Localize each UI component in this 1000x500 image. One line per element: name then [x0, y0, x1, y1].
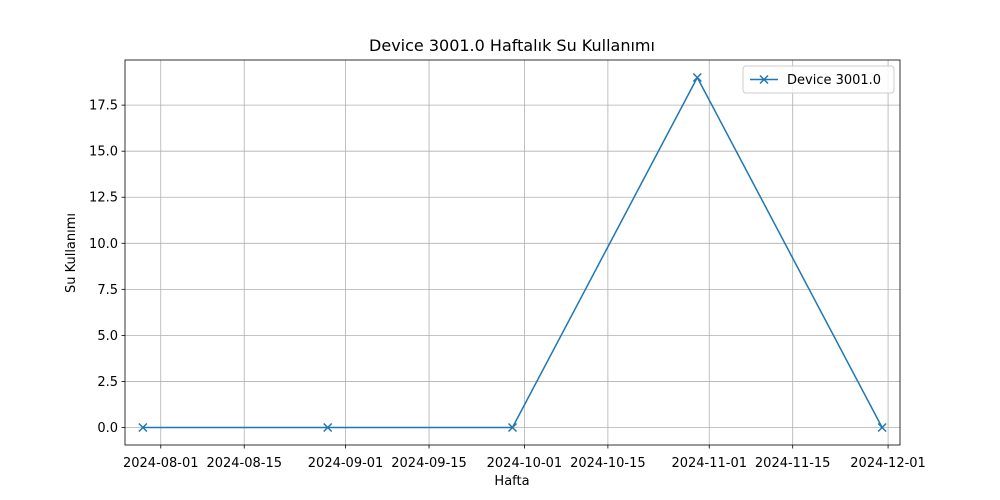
legend-label-device-3001: Device 3001.0: [787, 73, 881, 88]
data-point-marker: [692, 72, 702, 83]
y-axis-title: Su Kullanımı: [64, 213, 79, 293]
x-tick-label: 2024-09-01: [308, 456, 384, 471]
y-tick-label: 12.5: [89, 191, 118, 206]
axis-ticks: 2024-08-01 2024-08-15 2024-09-01 2024-09-15…: [89, 99, 926, 471]
x-tick-label: 2024-09-15: [391, 456, 467, 471]
chart-title: Device 3001.0 Haftalık Su Kullanımı: [369, 36, 655, 55]
y-tick-label: 2.5: [97, 375, 118, 390]
legend: Device 3001.0: [742, 65, 895, 94]
y-tick-label: 5.0: [97, 329, 118, 344]
x-tick-label: 2024-08-15: [206, 456, 282, 471]
y-tick-label: 17.5: [89, 99, 118, 114]
x-tick-label: 2024-11-15: [755, 456, 831, 471]
x-tick-label: 2024-12-01: [850, 456, 926, 471]
x-tick-label: 2024-11-01: [671, 456, 747, 471]
x-tick-label: 2024-10-15: [570, 456, 646, 471]
legend-marker-x-icon: [759, 74, 769, 85]
y-tick-label: 0.0: [97, 421, 118, 436]
x-tick-label: 2024-10-01: [487, 456, 563, 471]
y-tick-label: 10.0: [89, 237, 118, 252]
plot-area-frame: [124, 59, 901, 446]
series-layer: [138, 72, 887, 433]
data-point-marker: [877, 422, 887, 433]
data-point-marker: [138, 422, 148, 433]
y-tick-label: 15.0: [89, 145, 118, 160]
y-tick-label: 7.5: [97, 283, 118, 298]
x-tick-label: 2024-08-01: [123, 456, 199, 471]
x-axis-title: Hafta: [494, 474, 529, 489]
legend-box: [742, 65, 895, 94]
data-point-marker: [323, 422, 333, 433]
data-point-marker: [507, 422, 518, 433]
